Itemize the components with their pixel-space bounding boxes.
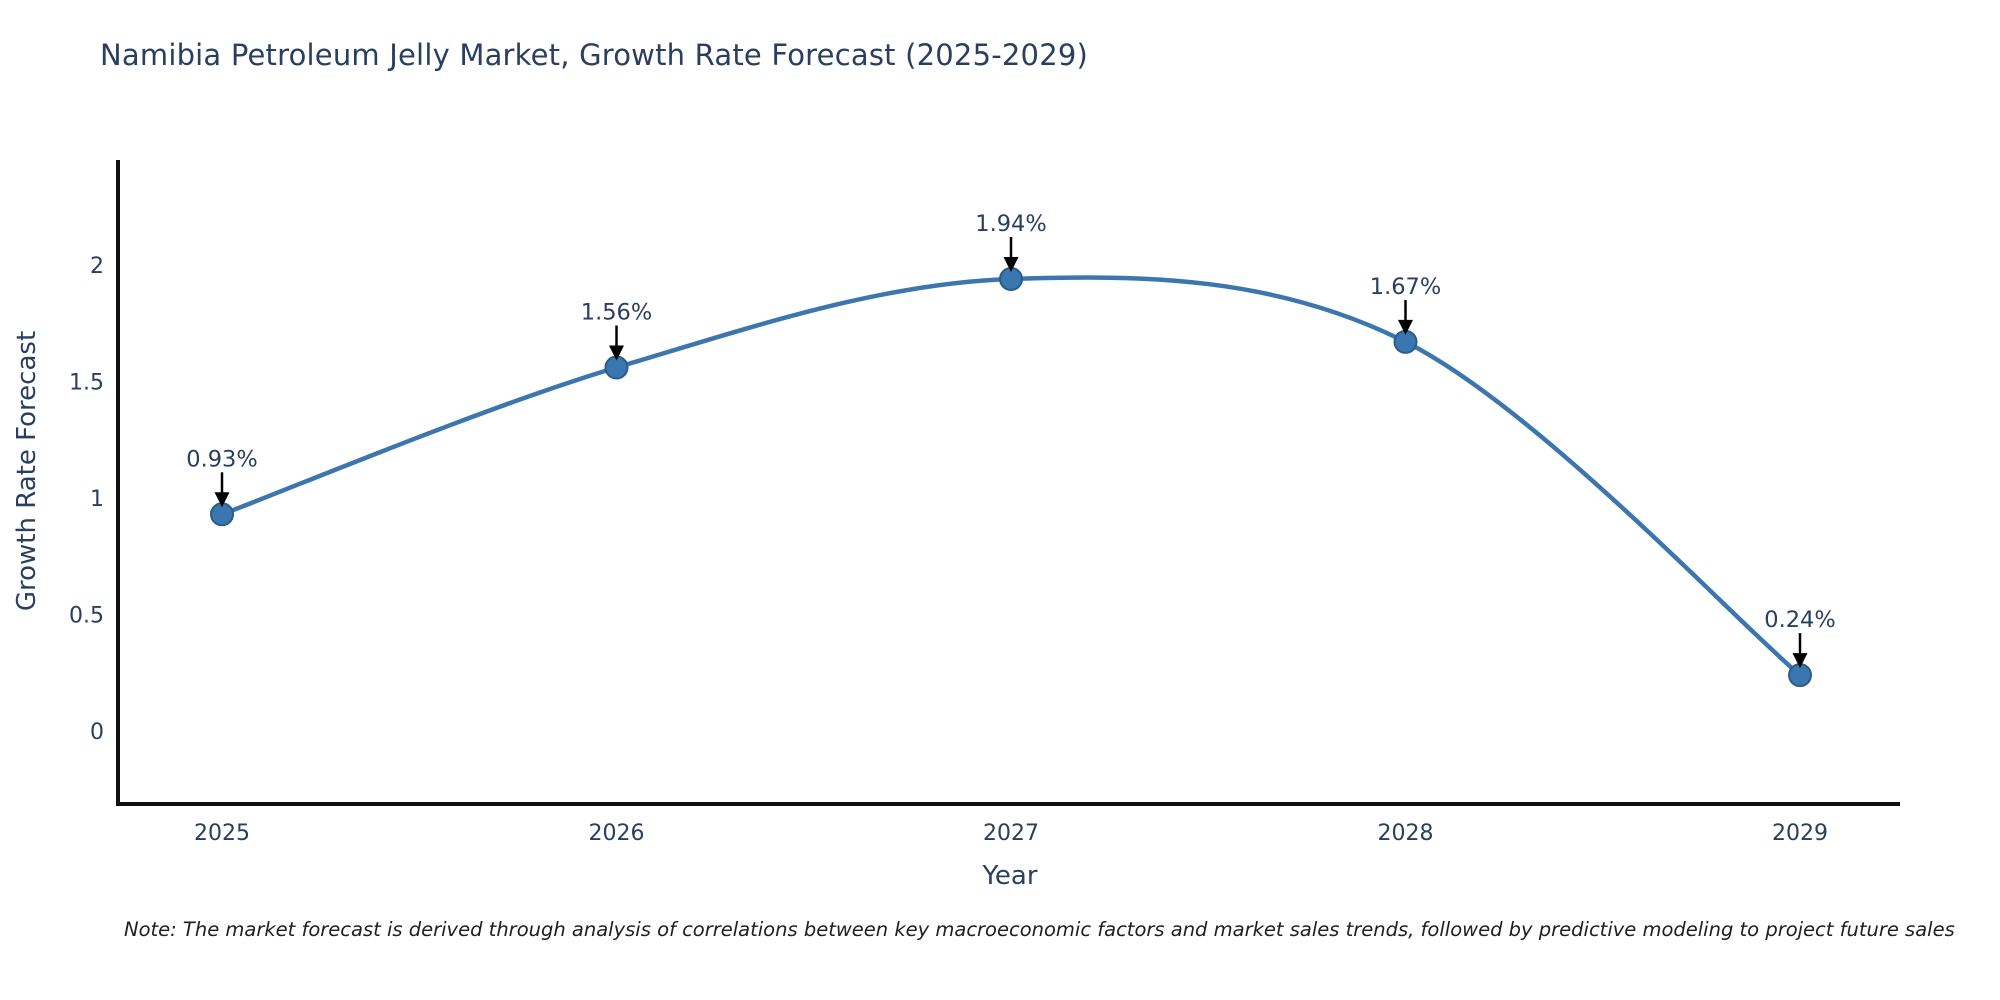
annotation-arrowhead	[1792, 653, 1808, 669]
y-tick-label: 0.5	[69, 604, 104, 629]
annotation-arrowhead	[609, 345, 624, 361]
annotation-label: 1.67%	[1370, 274, 1441, 300]
annotation-label: 0.24%	[1764, 607, 1835, 633]
x-axis-title: Year	[982, 861, 1038, 891]
annotation-label: 1.56%	[581, 300, 652, 326]
annotation-arrowhead	[1398, 319, 1413, 335]
annotation-label: 0.93%	[186, 446, 257, 472]
x-tick-label: 2026	[589, 821, 645, 846]
y-tick-label: 1.5	[69, 371, 104, 396]
x-tick-label: 2028	[1378, 821, 1434, 846]
chart-title: Namibia Petroleum Jelly Market, Growth R…	[100, 38, 1089, 72]
y-tick-label: 0	[90, 720, 104, 745]
annotation-arrowhead	[214, 492, 230, 508]
annotation-label: 1.94%	[975, 211, 1046, 237]
y-tick-label: 1	[90, 487, 104, 512]
x-tick-label: 2029	[1772, 821, 1828, 846]
forecast-line	[219, 275, 1803, 678]
y-tick-label: 2	[90, 254, 104, 279]
x-tick-label: 2027	[983, 821, 1039, 846]
footnote: Note: The market forecast is derived thr…	[124, 918, 1955, 941]
x-tick-label: 2025	[194, 821, 250, 846]
annotation-arrowhead	[1003, 256, 1019, 272]
